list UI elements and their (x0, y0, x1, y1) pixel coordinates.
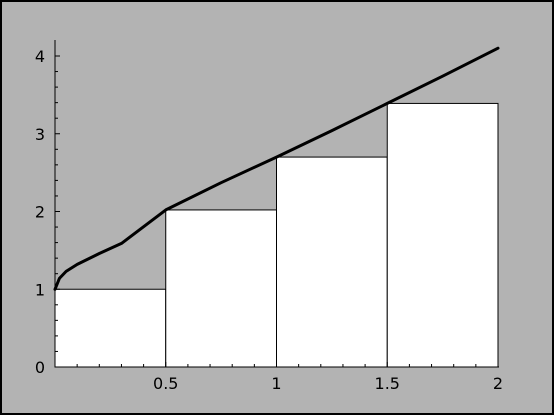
function-curve (53, 46, 500, 291)
x-tick-label: 2 (493, 374, 503, 393)
tick-labels-layer: 0 1 2 3 4 0.5 1 1.5 2 (35, 47, 503, 393)
bar-4 (386, 102, 499, 368)
axes-layer (54, 40, 499, 368)
y-tick-label: 0 (35, 358, 45, 377)
x-tick-label: 1.5 (375, 374, 400, 393)
bars-layer (54, 102, 499, 368)
y-tick-label: 2 (35, 203, 45, 222)
bar-2 (165, 209, 277, 368)
y-tick-label: 3 (35, 125, 45, 144)
curve-layer (53, 46, 500, 291)
y-tick-label: 4 (35, 47, 45, 66)
bar-1 (54, 288, 167, 368)
y-tick-label: 1 (35, 280, 45, 299)
x-tick-label: 1 (271, 374, 281, 393)
bar-3 (276, 156, 388, 368)
x-tick-label: 0.5 (153, 374, 178, 393)
